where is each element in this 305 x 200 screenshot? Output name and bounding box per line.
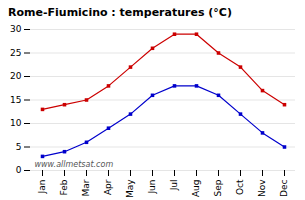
svg-text:0: 0: [16, 165, 22, 175]
svg-text:www.allmetsat.com: www.allmetsat.com: [35, 160, 114, 169]
svg-text:30: 30: [10, 24, 22, 34]
svg-text:10: 10: [10, 118, 22, 128]
svg-text:25: 25: [10, 48, 21, 58]
svg-text:Feb: Feb: [59, 179, 69, 195]
svg-text:Jul: Jul: [169, 180, 179, 192]
svg-text:Apr: Apr: [103, 179, 113, 195]
svg-text:5: 5: [16, 142, 22, 152]
svg-text:Aug: Aug: [191, 180, 201, 198]
svg-text:Dec: Dec: [279, 179, 289, 196]
svg-text:May: May: [125, 179, 135, 198]
svg-text:Jun: Jun: [147, 180, 157, 195]
html-text:Rome-Fiumicino : temperatures: Rome-Fiumicino : temperatures (°C): [8, 6, 232, 19]
svg-text:15: 15: [10, 95, 21, 105]
svg-text:Nov: Nov: [257, 179, 267, 197]
svg-text:Jan: Jan: [37, 180, 47, 195]
svg-text:Oct: Oct: [235, 179, 245, 195]
svg-text:20: 20: [10, 71, 22, 81]
svg-text:Mar: Mar: [81, 179, 91, 196]
svg-text:Sep: Sep: [213, 179, 223, 196]
